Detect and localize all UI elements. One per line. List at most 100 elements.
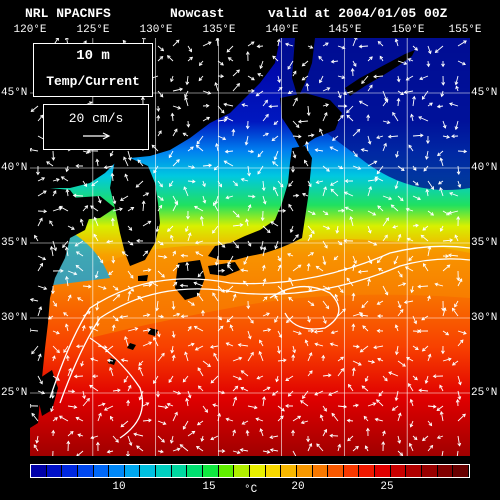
current-arrow bbox=[397, 450, 404, 456]
current-arrow bbox=[397, 233, 402, 242]
arrow-shaft bbox=[212, 292, 219, 302]
arrow-shaft bbox=[307, 370, 313, 377]
arrow-shaft bbox=[232, 294, 236, 302]
arrow-head bbox=[426, 63, 431, 68]
arrow-head bbox=[415, 182, 419, 186]
arrow-shaft bbox=[285, 43, 294, 47]
current-arrow bbox=[196, 135, 204, 145]
current-arrow bbox=[262, 312, 270, 317]
arrow-shaft bbox=[142, 329, 151, 332]
lon-label-135: 135°E bbox=[202, 24, 236, 36]
arrow-head bbox=[301, 192, 306, 197]
current-arrow bbox=[202, 195, 207, 204]
arrow-head bbox=[162, 421, 167, 426]
arrow-head bbox=[351, 323, 356, 328]
arrow-shaft bbox=[362, 325, 369, 332]
arrow-shaft bbox=[82, 398, 90, 407]
arrow-shaft bbox=[437, 105, 444, 108]
current-arrow bbox=[157, 56, 164, 62]
arrow-shaft bbox=[187, 431, 195, 437]
current-arrow bbox=[232, 385, 239, 392]
arrow-shaft bbox=[392, 112, 399, 122]
arrow-head bbox=[195, 445, 200, 450]
current-arrow bbox=[332, 135, 339, 141]
arrow-shaft bbox=[337, 75, 345, 79]
arrow-shaft bbox=[169, 180, 174, 187]
arrow-shaft bbox=[187, 343, 195, 347]
current-arrow bbox=[337, 45, 346, 50]
current-arrow bbox=[52, 178, 60, 182]
current-arrow bbox=[367, 160, 378, 167]
current-arrow bbox=[304, 339, 309, 347]
arrow-head bbox=[259, 339, 263, 344]
current-arrow bbox=[403, 300, 414, 305]
arrow-shaft bbox=[168, 150, 174, 158]
arrow-shaft bbox=[180, 284, 189, 287]
arrow-head bbox=[298, 134, 302, 139]
arrow-head bbox=[58, 205, 63, 210]
arrow-head bbox=[448, 210, 452, 215]
arrow-head bbox=[432, 404, 437, 409]
current-arrow bbox=[52, 190, 57, 197]
arrow-head bbox=[391, 407, 396, 411]
arrow-shaft bbox=[397, 450, 403, 456]
arrow-head bbox=[200, 438, 205, 442]
current-arrow bbox=[457, 375, 462, 386]
current-arrow bbox=[397, 270, 403, 278]
arrow-shaft bbox=[274, 240, 279, 249]
arrow-head bbox=[298, 331, 302, 335]
arrow-shaft bbox=[406, 357, 414, 362]
arrow-head bbox=[308, 183, 312, 188]
arrow-shaft bbox=[112, 208, 123, 212]
current-arrow bbox=[422, 225, 429, 231]
arrow-shaft bbox=[157, 255, 167, 258]
arrow-head bbox=[385, 217, 389, 222]
current-arrow bbox=[455, 85, 459, 92]
kuril-islands bbox=[345, 50, 415, 96]
arrow-head bbox=[77, 433, 82, 438]
arrow-head bbox=[338, 241, 343, 246]
arrow-shaft bbox=[422, 225, 429, 231]
arrow-head bbox=[402, 282, 407, 287]
arrow-head bbox=[256, 375, 261, 380]
current-arrow bbox=[261, 180, 266, 192]
arrow-head bbox=[171, 306, 176, 311]
arrow-shaft bbox=[172, 159, 180, 167]
arrow-shaft bbox=[31, 345, 39, 355]
arrow-shaft bbox=[262, 247, 266, 257]
current-arrow bbox=[457, 278, 463, 287]
arrow-shaft bbox=[440, 225, 444, 232]
arrow-shaft bbox=[392, 405, 399, 411]
arrow-head bbox=[201, 309, 205, 314]
current-arrow bbox=[183, 186, 189, 197]
arrow-shaft bbox=[367, 85, 373, 92]
arrow-head bbox=[325, 103, 330, 108]
arrow-shaft bbox=[427, 246, 431, 257]
arrow-head bbox=[50, 290, 55, 295]
arrow-shaft bbox=[142, 220, 151, 227]
current-arrow bbox=[297, 119, 309, 124]
arrow-head bbox=[388, 371, 393, 375]
current-arrow bbox=[97, 412, 102, 422]
current-arrow bbox=[456, 270, 461, 282]
current-arrow bbox=[393, 255, 399, 265]
current-arrow bbox=[292, 134, 302, 139]
arrow-shaft bbox=[197, 270, 204, 277]
current-arrow bbox=[410, 285, 415, 294]
current-arrow bbox=[262, 278, 267, 287]
arrow-head bbox=[177, 391, 182, 395]
arrow-shaft bbox=[365, 445, 369, 452]
arrow-shaft bbox=[367, 135, 371, 145]
current-arrow bbox=[195, 445, 204, 452]
arrow-shaft bbox=[337, 115, 344, 122]
current-arrow bbox=[449, 192, 459, 197]
china-coast bbox=[30, 188, 90, 428]
current-arrow bbox=[65, 165, 70, 173]
arrow-shaft bbox=[396, 150, 399, 158]
arrow-shaft bbox=[304, 160, 309, 167]
arrow-shaft bbox=[408, 144, 414, 152]
current-arrow bbox=[67, 430, 74, 437]
arrow-head bbox=[314, 148, 319, 153]
product-title: Nowcast bbox=[170, 6, 225, 21]
current-arrow bbox=[52, 375, 60, 381]
